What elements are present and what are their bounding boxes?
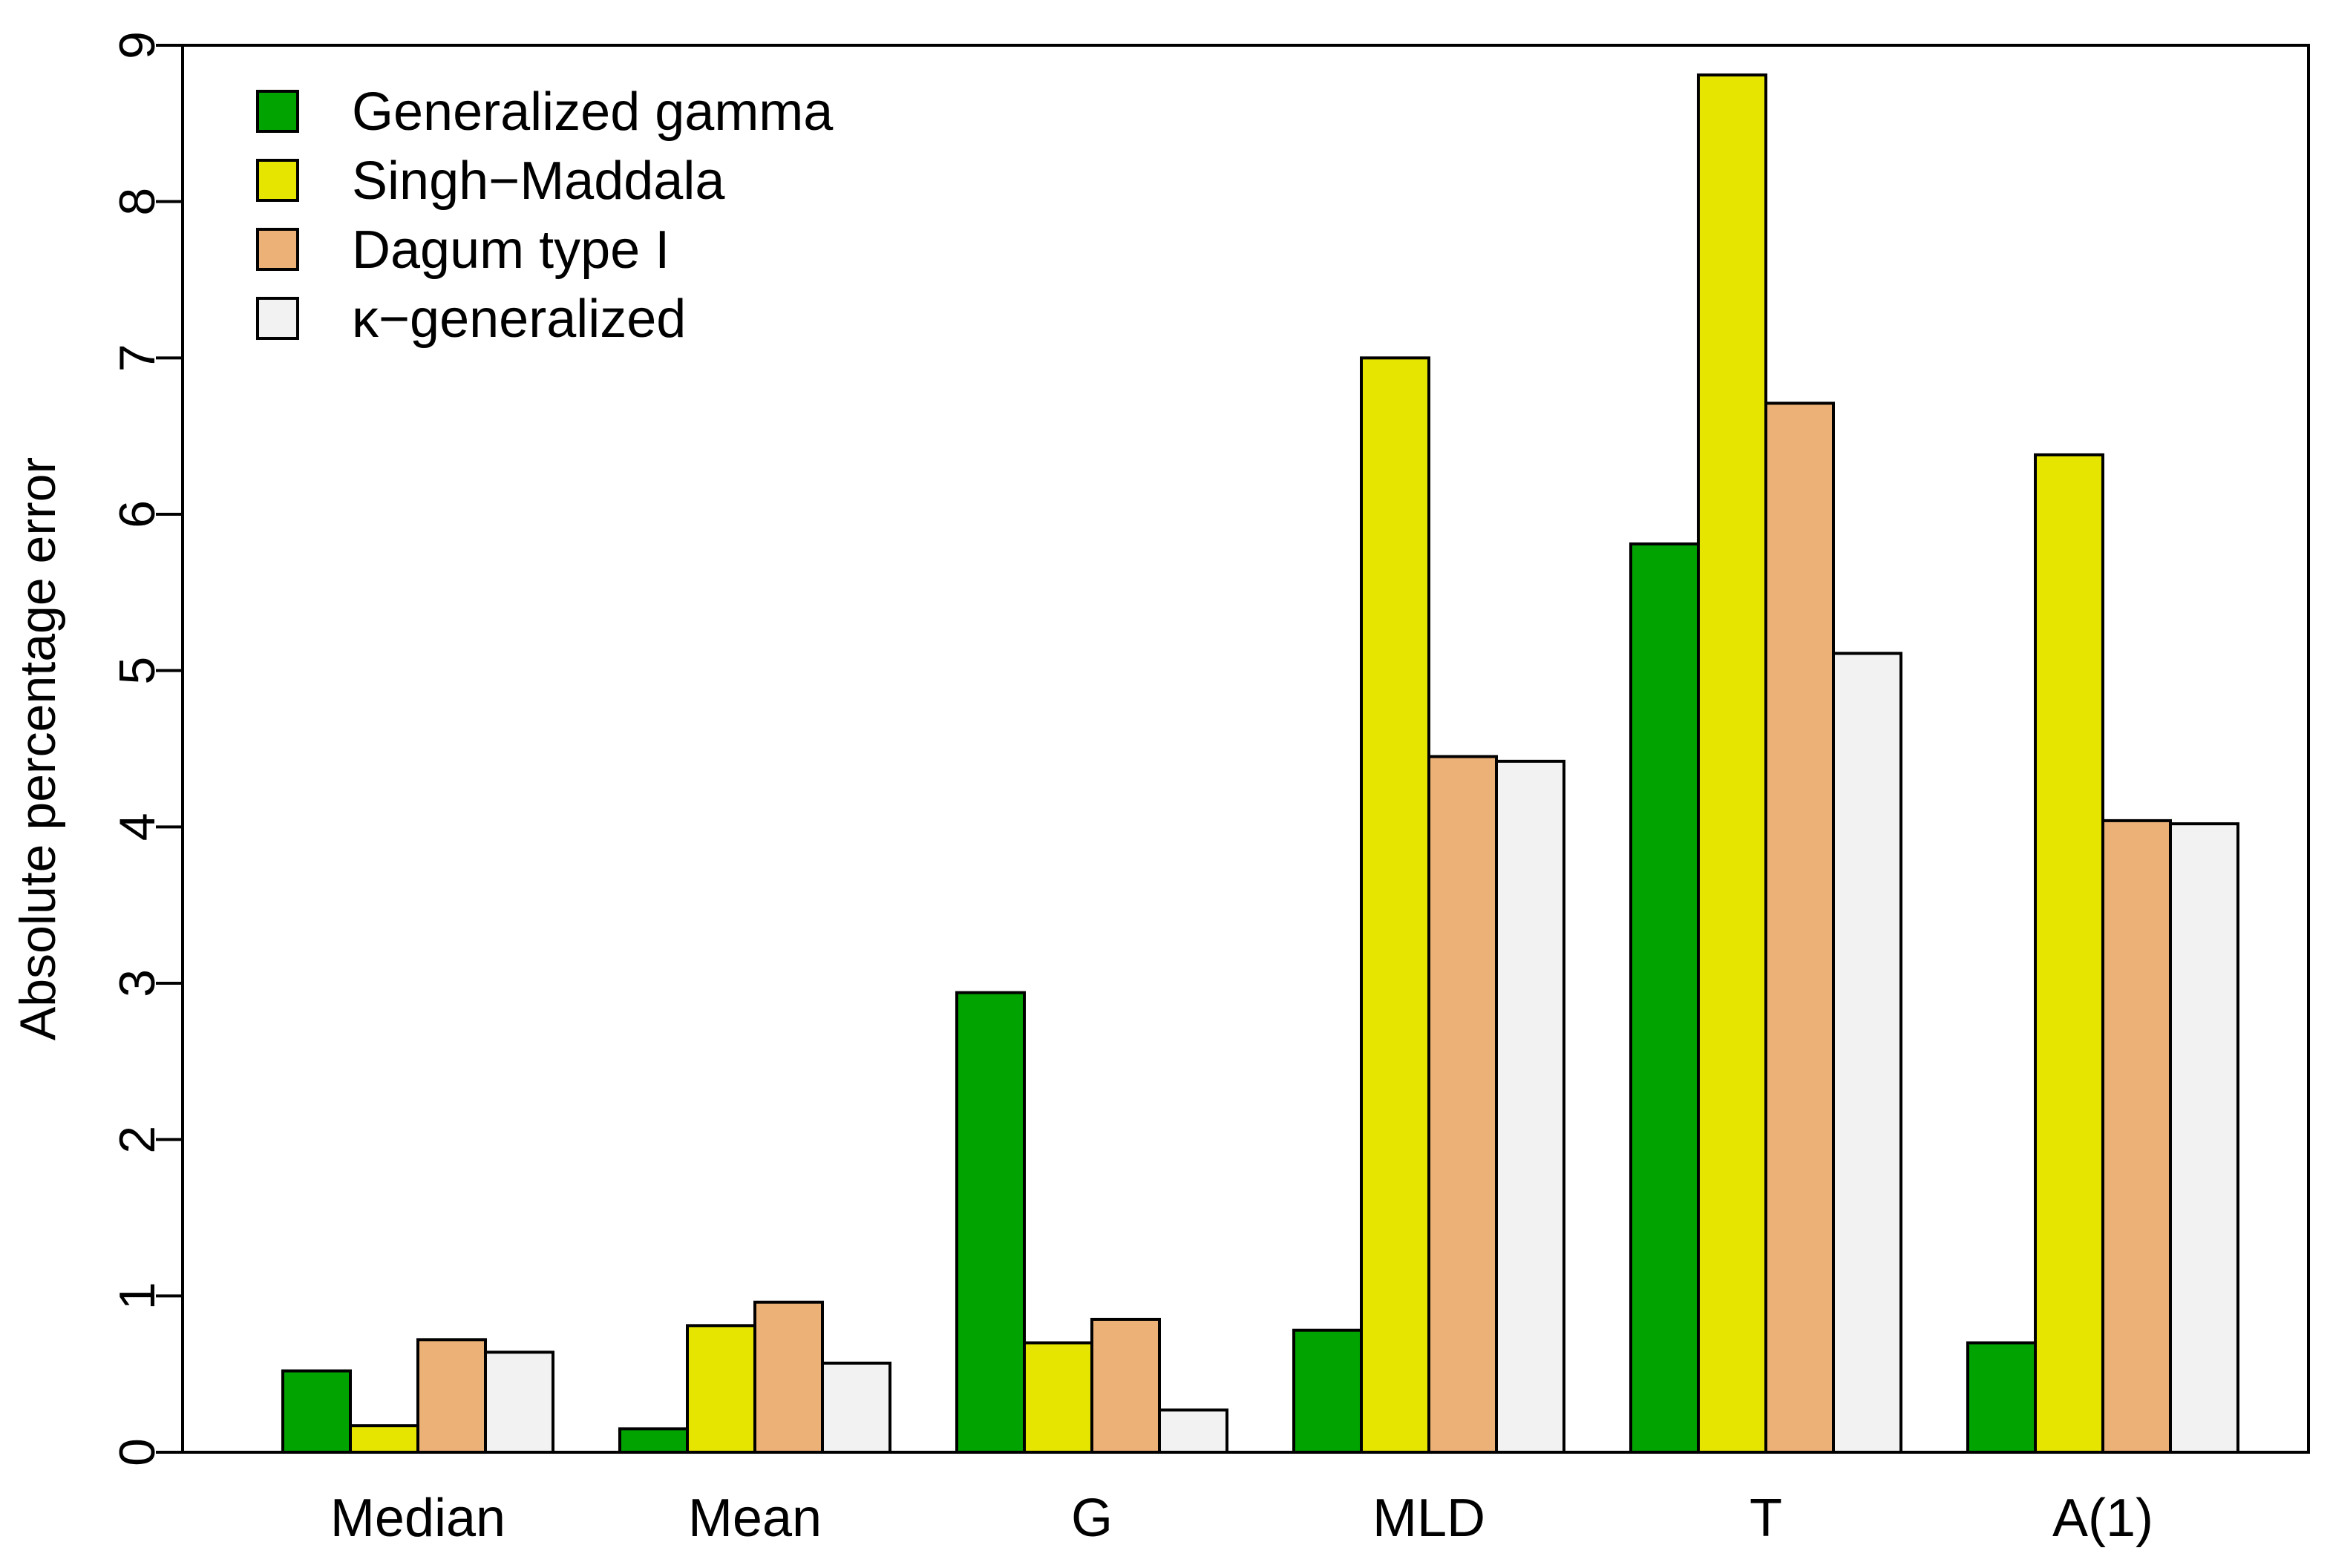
plot-frame xyxy=(181,44,2310,1454)
bars-group xyxy=(281,73,2239,1454)
legend-swatch xyxy=(256,297,299,340)
category-label: MLD xyxy=(1372,1489,1485,1548)
bar-mld-series-3 xyxy=(1427,755,1498,1454)
bar-mld-series-1 xyxy=(1292,1328,1363,1454)
legend-swatch xyxy=(256,159,299,202)
bar-t-series-4 xyxy=(1832,652,1902,1454)
bar-mean-series-3 xyxy=(753,1300,824,1454)
legend: Generalized gamma Singh−Maddala Dagum type… xyxy=(256,82,834,349)
bar-median-series-2 xyxy=(349,1424,419,1454)
category-label: Mean xyxy=(688,1489,822,1548)
legend-label: Generalized gamma xyxy=(352,82,834,142)
y-tick-label: 1 xyxy=(109,1282,166,1310)
legend-swatch xyxy=(256,90,299,133)
y-tick-label: 4 xyxy=(109,813,166,841)
y-tick-label: 0 xyxy=(109,1438,166,1466)
bar-g-series-2 xyxy=(1023,1341,1093,1454)
legend-swatch xyxy=(256,228,299,271)
bar-median-series-1 xyxy=(281,1369,352,1454)
bar-mld-series-2 xyxy=(1360,356,1430,1454)
y-tick-label: 7 xyxy=(109,344,166,372)
y-tick-label: 3 xyxy=(109,969,166,997)
y-tick-label: 2 xyxy=(109,1126,166,1154)
bar-mean-series-1 xyxy=(618,1427,689,1454)
category-label: Median xyxy=(330,1489,505,1548)
bar-median-series-3 xyxy=(416,1338,487,1454)
legend-label: Dagum type I xyxy=(352,220,670,280)
bar-a1-series-3 xyxy=(2101,819,2172,1454)
y-axis-title: Absolute percentage error xyxy=(10,457,66,1040)
y-tick-label: 9 xyxy=(109,31,166,59)
category-label: G xyxy=(1071,1489,1113,1548)
bar-a1-series-1 xyxy=(1966,1341,2037,1454)
bar-mean-series-4 xyxy=(821,1361,891,1454)
category-label: A(1) xyxy=(2052,1489,2153,1548)
bar-t-series-3 xyxy=(1764,401,1835,1454)
y-tick-label: 5 xyxy=(109,657,166,685)
bar-g-series-4 xyxy=(1158,1408,1228,1454)
legend-label: Singh−Maddala xyxy=(352,151,725,211)
bar-g-series-1 xyxy=(955,991,1026,1454)
bar-median-series-4 xyxy=(484,1351,554,1454)
bar-a1-series-4 xyxy=(2169,822,2239,1454)
bar-mean-series-2 xyxy=(686,1324,756,1454)
bar-t-series-1 xyxy=(1629,542,1700,1454)
category-label: T xyxy=(1750,1489,1782,1548)
bar-a1-series-2 xyxy=(2034,453,2104,1454)
y-tick-label: 6 xyxy=(109,500,166,528)
bar-mld-series-4 xyxy=(1495,759,1565,1454)
y-tick-label: 8 xyxy=(109,188,166,216)
bar-g-series-3 xyxy=(1090,1317,1161,1454)
legend-label: κ−generalized xyxy=(352,289,686,349)
category-labels: Median Mean G MLD T A(1) xyxy=(330,1489,2153,1548)
bar-t-series-2 xyxy=(1697,73,1767,1454)
